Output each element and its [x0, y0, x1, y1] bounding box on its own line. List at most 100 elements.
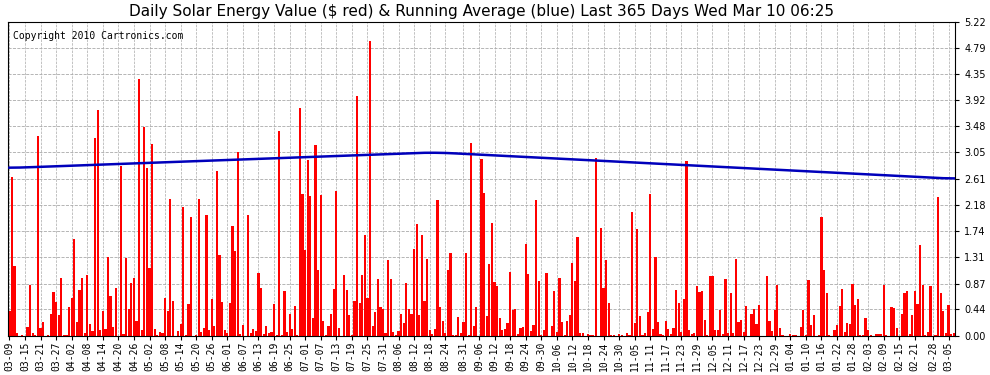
Bar: [869, 335, 872, 336]
Bar: [86, 275, 88, 336]
Bar: [418, 315, 421, 336]
Bar: [535, 201, 538, 336]
Bar: [922, 285, 924, 336]
Bar: [538, 281, 540, 336]
Bar: [151, 144, 153, 336]
Bar: [128, 309, 130, 336]
Bar: [29, 285, 32, 336]
Bar: [776, 285, 778, 336]
Bar: [136, 321, 138, 336]
Bar: [99, 330, 101, 336]
Bar: [520, 328, 522, 336]
Bar: [131, 283, 133, 336]
Bar: [773, 310, 776, 336]
Bar: [356, 96, 358, 336]
Bar: [73, 239, 75, 336]
Bar: [880, 334, 882, 336]
Bar: [735, 259, 737, 336]
Bar: [254, 331, 257, 336]
Bar: [517, 334, 519, 336]
Bar: [541, 335, 543, 336]
Bar: [330, 314, 333, 336]
Bar: [683, 299, 685, 336]
Bar: [408, 309, 410, 336]
Bar: [138, 79, 141, 336]
Bar: [555, 332, 558, 336]
Bar: [472, 326, 475, 336]
Bar: [649, 194, 651, 336]
Bar: [768, 321, 770, 336]
Bar: [35, 335, 37, 336]
Bar: [296, 335, 299, 336]
Bar: [709, 276, 711, 336]
Bar: [328, 326, 330, 336]
Bar: [366, 298, 368, 336]
Bar: [664, 321, 667, 336]
Bar: [358, 303, 360, 336]
Bar: [670, 334, 672, 336]
Bar: [693, 333, 695, 336]
Bar: [911, 315, 914, 336]
Bar: [634, 323, 636, 336]
Bar: [374, 312, 376, 336]
Bar: [390, 279, 392, 336]
Bar: [813, 315, 815, 336]
Bar: [805, 335, 807, 336]
Bar: [802, 310, 805, 336]
Bar: [68, 308, 70, 336]
Bar: [346, 290, 347, 336]
Bar: [161, 333, 163, 336]
Bar: [397, 332, 400, 336]
Bar: [646, 312, 648, 336]
Bar: [947, 304, 949, 336]
Bar: [618, 334, 620, 336]
Bar: [501, 330, 504, 336]
Bar: [906, 291, 908, 336]
Bar: [333, 288, 335, 336]
Bar: [924, 335, 927, 336]
Bar: [826, 292, 828, 336]
Bar: [395, 335, 397, 336]
Bar: [182, 207, 184, 336]
Bar: [608, 303, 610, 336]
Bar: [187, 304, 189, 336]
Bar: [237, 152, 239, 336]
Bar: [315, 145, 317, 336]
Bar: [361, 275, 363, 336]
Bar: [299, 108, 301, 336]
Bar: [533, 326, 535, 336]
Bar: [613, 334, 615, 336]
Bar: [203, 328, 205, 336]
Bar: [654, 257, 656, 336]
Bar: [893, 308, 895, 336]
Bar: [153, 329, 155, 336]
Bar: [465, 253, 467, 336]
Bar: [400, 314, 402, 336]
Bar: [851, 284, 853, 336]
Bar: [688, 330, 690, 336]
Bar: [206, 215, 208, 336]
Bar: [265, 326, 267, 336]
Bar: [62, 335, 65, 336]
Bar: [509, 272, 511, 336]
Bar: [32, 333, 34, 336]
Bar: [454, 335, 456, 336]
Bar: [200, 332, 203, 336]
Bar: [528, 274, 530, 336]
Bar: [429, 330, 431, 336]
Bar: [14, 266, 16, 336]
Bar: [750, 314, 752, 336]
Bar: [107, 256, 109, 336]
Bar: [917, 304, 919, 336]
Bar: [930, 286, 932, 336]
Bar: [579, 333, 581, 336]
Bar: [685, 161, 688, 336]
Bar: [725, 279, 727, 336]
Bar: [836, 325, 839, 336]
Bar: [467, 335, 469, 336]
Bar: [543, 330, 545, 336]
Bar: [800, 327, 802, 336]
Bar: [363, 235, 366, 336]
Bar: [156, 335, 158, 336]
Bar: [808, 280, 810, 336]
